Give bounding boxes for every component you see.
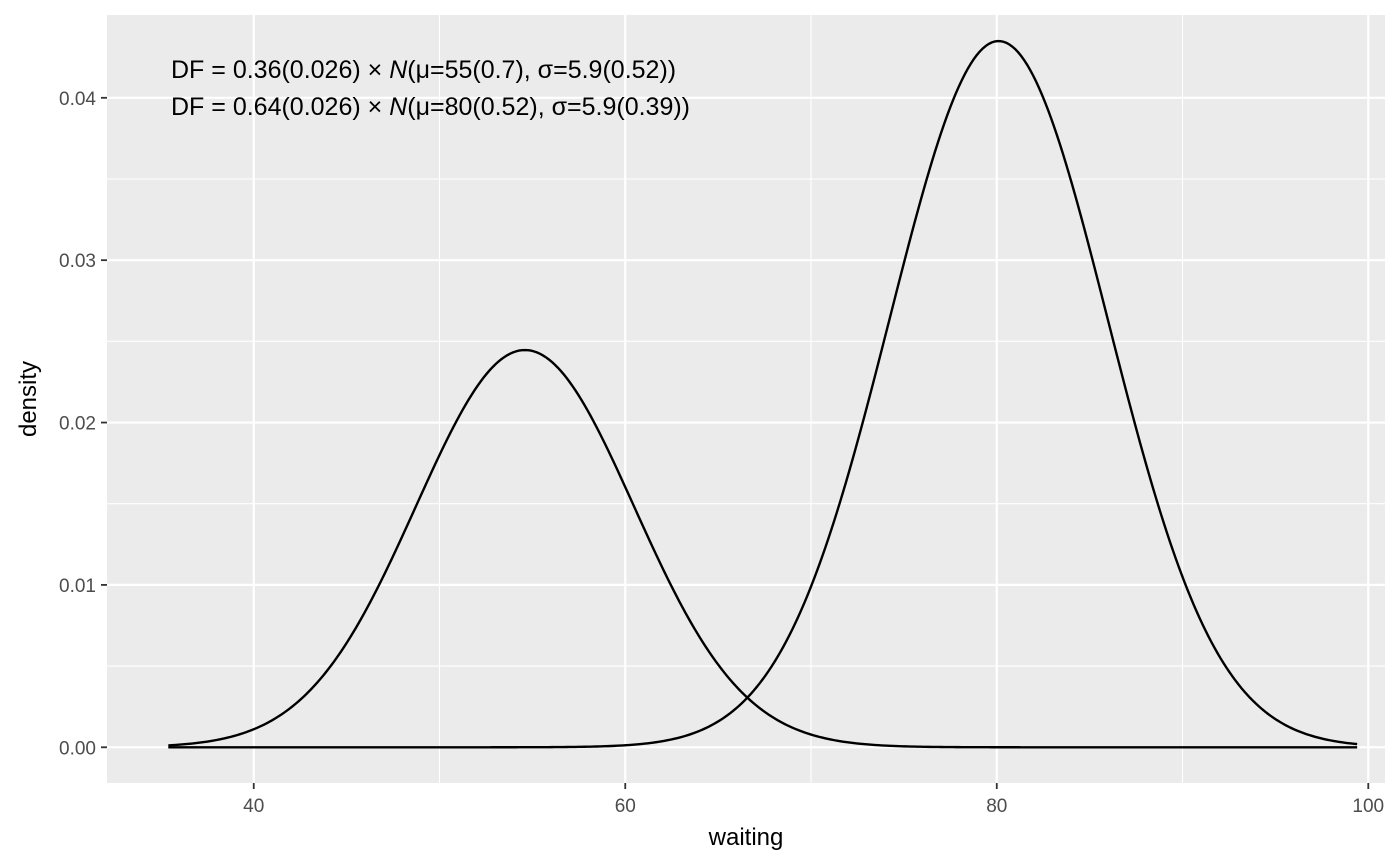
y-tick-label: 0.03 (59, 251, 96, 272)
annotation-params: (μ=55(0.7), σ=5.9(0.52)) (407, 56, 676, 84)
x-tick-label: 80 (986, 796, 1007, 817)
annotation-prefix: DF = 0.36(0.026) × (171, 56, 389, 84)
annotation-params: (μ=80(0.52), σ=5.9(0.39)) (407, 93, 690, 121)
plot-panel (107, 15, 1385, 783)
x-tick-label: 40 (243, 796, 264, 817)
y-tick-label: 0.01 (59, 576, 96, 597)
density-curve-1 (168, 348, 1358, 749)
annotations: DF = 0.36(0.026) × N(μ=55(0.7), σ=5.9(0.… (171, 56, 690, 121)
y-axis-title: density (15, 361, 42, 437)
x-axis: 40 60 80 100 (243, 783, 1384, 817)
annotation-dist: N (389, 56, 408, 84)
minor-gridlines (107, 15, 1385, 783)
x-axis-title: waiting (708, 824, 784, 851)
density-curve-2 (168, 39, 1358, 749)
x-tick-label: 100 (1352, 796, 1384, 817)
annotation-line-2: DF = 0.64(0.026) × N(μ=80(0.52), σ=5.9(0… (171, 93, 690, 121)
x-tick-label: 60 (615, 796, 636, 817)
y-tick-label: 0.02 (59, 414, 96, 435)
y-tick-label: 0.00 (59, 738, 96, 759)
y-tick-label: 0.04 (59, 89, 96, 110)
annotation-dist: N (389, 93, 408, 121)
density-curves (168, 39, 1358, 749)
y-axis: 0.00 0.01 0.02 0.03 0.04 (59, 89, 107, 759)
annotation-prefix: DF = 0.64(0.026) × (171, 93, 389, 121)
annotation-line-1: DF = 0.36(0.026) × N(μ=55(0.7), σ=5.9(0.… (171, 56, 676, 84)
